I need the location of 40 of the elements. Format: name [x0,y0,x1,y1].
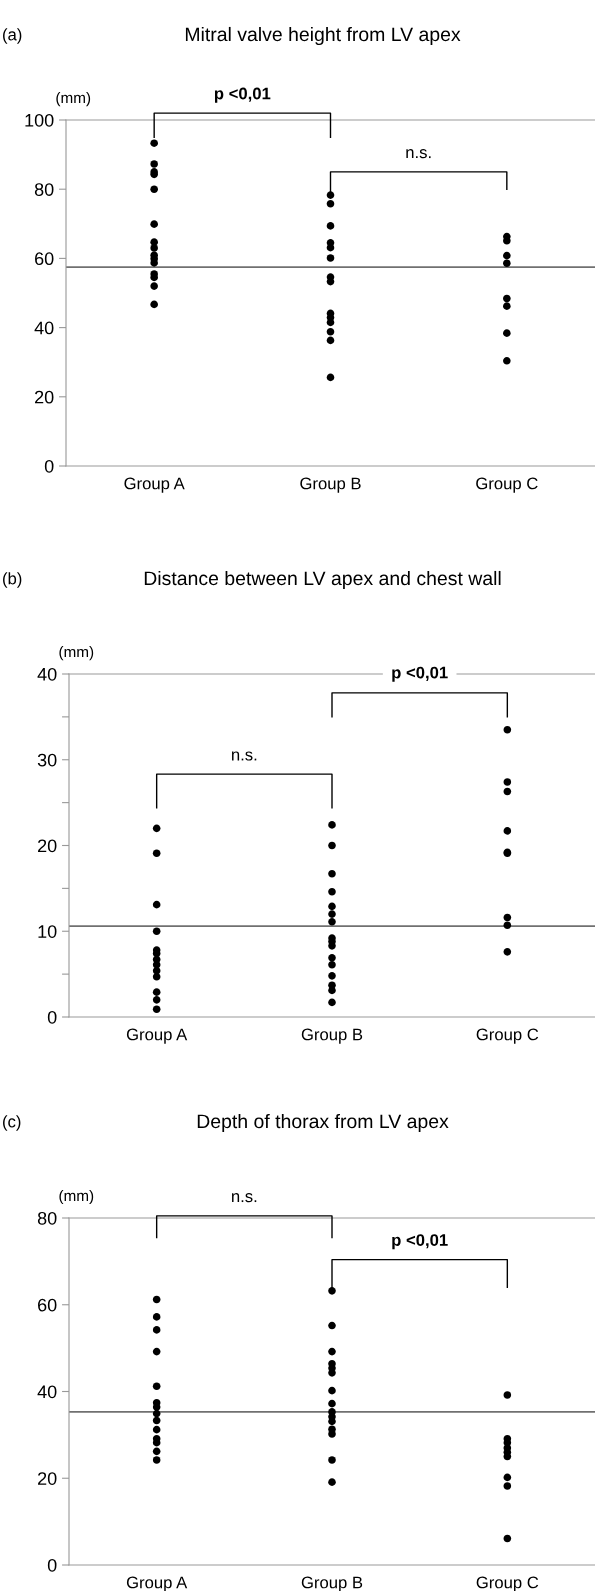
annotation: n.s. [406,149,431,159]
y-axis-title: (mm) [59,646,94,661]
chart-title: Distance between LV apex and chest wall [144,570,501,590]
y-tick-label: 80 [37,1211,57,1225]
annotation: p <0,01 [392,666,448,682]
y-tick-label: 60 [35,252,54,266]
x-tick-label: Group C [476,1028,539,1044]
x-tick-label: Group B [300,477,361,493]
text: (b) [3,572,22,588]
y-tick-label: 0 [47,1010,57,1024]
y-tick-label: 20 [38,1472,57,1485]
x-tick-label: Group C [476,1576,539,1591]
text: (a) [3,28,22,44]
x-tick-label: Group A [126,1576,188,1591]
x-tick-label: Group B [301,1576,363,1591]
y-tick-label: 60 [38,1298,57,1312]
y-tick-label: 20 [38,839,57,853]
annotation: n.s. [232,751,257,761]
y-tick-label: 20 [35,390,54,404]
text: p <0,01 [214,87,271,103]
text: n.s. [232,1193,257,1203]
y-tick-label: 10 [38,925,57,938]
y-tick-label: 0 [47,1558,57,1572]
y-tick-label: 40 [37,1385,57,1399]
annotation: p <0,01 [392,1234,448,1250]
y-tick-label: 100 [25,113,54,127]
text: (c) [3,1115,21,1131]
y-axis-title: (mm) [56,91,91,107]
y-tick-label: 40 [37,667,57,681]
x-tick-label: Group A [124,477,185,493]
x-tick-label: Group A [126,1028,188,1044]
y-tick-label: 40 [34,321,54,335]
chart-title: Mitral valve height from LV apex [185,26,461,46]
x-tick-label: Group B [301,1028,363,1044]
y-tick-label: 80 [34,183,54,196]
y-axis-title: (mm) [59,1189,94,1205]
y-tick-label: 0 [44,459,54,473]
x-tick-label: Group C [476,477,538,493]
chart-title: Depth of thorax from LV apex [197,1113,449,1133]
y-tick-label: 30 [37,753,57,767]
